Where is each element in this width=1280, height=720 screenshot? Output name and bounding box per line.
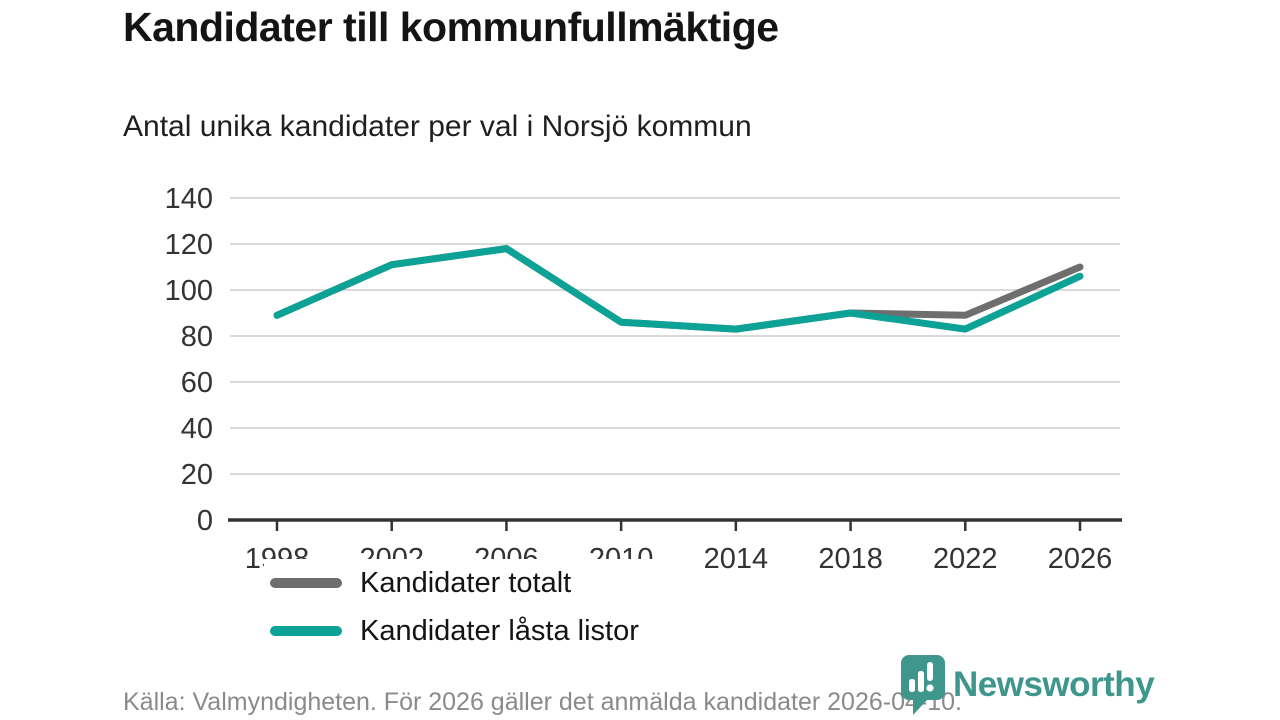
legend: Kandidater totalt Kandidater låsta listo…	[264, 559, 688, 655]
y-tick-label: 60	[181, 367, 213, 399]
x-tick-label: 2018	[818, 543, 883, 575]
source-text: Källa: Valmyndigheten. För 2026 gäller d…	[123, 688, 962, 716]
y-tick-label: 80	[181, 321, 213, 353]
y-tick-label: 0	[197, 505, 213, 537]
legend-label-locked-lists: Kandidater låsta listor	[360, 614, 639, 647]
x-tick-label: 2022	[933, 543, 998, 575]
legend-item-locked-lists: Kandidater låsta listor	[264, 615, 688, 648]
y-tick-label: 100	[165, 275, 213, 307]
x-tick-label: 2014	[704, 543, 769, 575]
legend-swatch-total	[270, 578, 342, 588]
chart-subtitle: Antal unika kandidater per val i Norsjö …	[123, 110, 752, 143]
legend-swatch-locked-lists	[270, 626, 342, 636]
line-chart: 0204060801001201401998200220062010201420…	[0, 160, 1280, 655]
newsworthy-logo: Newsworthy	[901, 655, 1155, 715]
y-tick-label: 20	[181, 459, 213, 491]
page-title: Kandidater till kommunfullmäktige	[123, 4, 779, 50]
y-tick-label: 120	[165, 229, 213, 261]
x-tick-label: 2026	[1048, 543, 1113, 575]
series-line-locked-lists	[273, 245, 1084, 333]
chart-canvas: 0204060801001201401998200220062010201420…	[165, 183, 1122, 575]
legend-item-total: Kandidater totalt	[264, 567, 688, 600]
legend-label-total: Kandidater totalt	[360, 566, 572, 599]
newsworthy-wordmark: Newsworthy	[953, 665, 1155, 704]
y-tick-label: 40	[181, 413, 213, 445]
newsworthy-icon	[901, 655, 945, 715]
y-tick-label: 140	[165, 183, 213, 215]
